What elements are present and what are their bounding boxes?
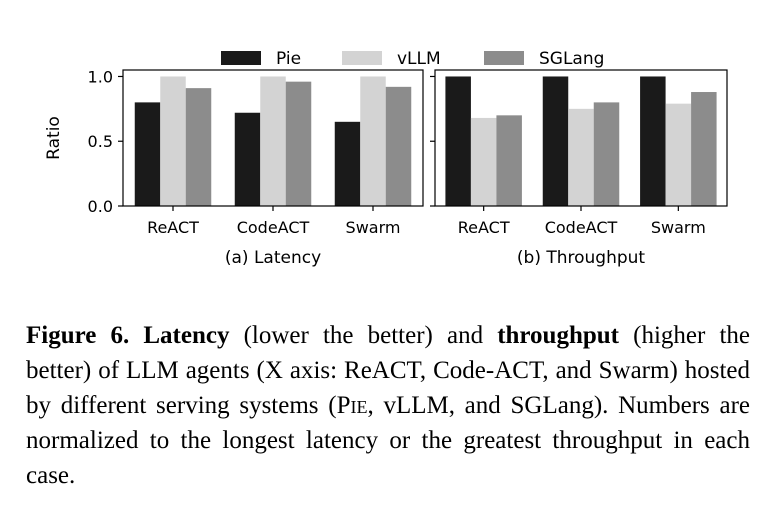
legend-swatch-pie	[221, 51, 261, 65]
x-tick-label: ReACT	[147, 218, 199, 237]
bar-sglang-swarm	[385, 86, 412, 206]
bar-sglang-codeact	[285, 81, 312, 206]
figure-caption: Figure 6. Latency (lower the better) and…	[26, 318, 750, 493]
x-tick-label: Swarm	[651, 218, 706, 237]
bar-vllm-swarm	[665, 103, 692, 206]
bar-pie-swarm	[640, 76, 666, 206]
bar-vllm-swarm	[360, 76, 386, 206]
bar-pie-react	[134, 102, 161, 206]
bar-vllm-codeact	[568, 108, 594, 206]
caption-text-1: (lower the better) and	[229, 322, 498, 349]
figure-chart: Pie vLLM SGLang ReACT CodeACT Swarm 0.0 0.5 1.0…	[44, 49, 728, 268]
legend-label-vllm: vLLM	[397, 49, 441, 69]
panel-caption: (a) Latency	[225, 248, 321, 268]
x-tick-label: Swarm	[346, 218, 401, 237]
x-tick-label: CodeACT	[545, 218, 618, 237]
caption-throughput: throughput	[497, 322, 620, 349]
legend-swatch-sglang	[484, 51, 524, 65]
y-tick-label: 0.5	[88, 132, 113, 151]
caption-text-3: , vLLM, and SGLang). Numbers are normali…	[26, 392, 750, 489]
x-tick-label: ReACT	[458, 218, 510, 237]
caption-text-2: (higher the better) of LLM agents (X axi…	[26, 322, 750, 419]
caption-latency: Latency	[143, 322, 230, 349]
throughput-panel: ReACT CodeACT Swarm (b) Throughput	[430, 69, 728, 268]
y-tick-label: 1.0	[88, 67, 113, 86]
legend: Pie vLLM SGLang	[221, 49, 604, 69]
bar-sglang-codeact	[593, 102, 620, 206]
bar-pie-react	[445, 76, 471, 206]
bar-pie-codeact	[542, 76, 569, 206]
bar-sglang-react	[496, 115, 522, 206]
panel-caption: (b) Throughput	[517, 248, 646, 268]
bar-sglang-react	[185, 88, 212, 206]
caption-label: Figure 6.	[26, 322, 130, 349]
y-tick-label: 0.0	[88, 197, 113, 216]
bar-vllm-codeact	[260, 76, 286, 206]
latency-panel: ReACT CodeACT Swarm 0.0 0.5 1.0 Ratio (a) Laten…	[44, 67, 424, 268]
y-axis-label: Ratio	[44, 116, 64, 160]
legend-label-sglang: SGLang	[539, 49, 604, 69]
x-tick-label: CodeACT	[237, 218, 310, 237]
bar-vllm-react	[470, 117, 497, 206]
caption-pie: Pie	[336, 392, 368, 419]
bar-pie-codeact	[234, 112, 261, 206]
legend-label-pie: Pie	[276, 49, 301, 69]
legend-swatch-vllm	[342, 51, 382, 65]
bar-pie-swarm	[334, 121, 361, 206]
bar-sglang-swarm	[691, 92, 717, 206]
bar-vllm-react	[160, 76, 186, 206]
